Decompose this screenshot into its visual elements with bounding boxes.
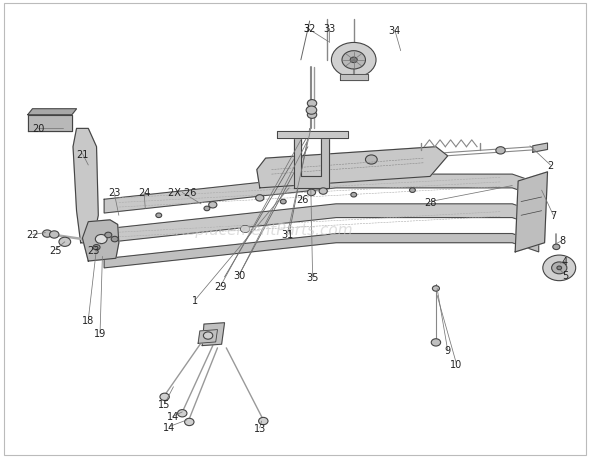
Circle shape xyxy=(280,200,286,204)
Circle shape xyxy=(307,190,316,196)
Polygon shape xyxy=(28,110,77,116)
Polygon shape xyxy=(198,330,218,343)
Circle shape xyxy=(209,202,217,208)
Circle shape xyxy=(240,226,250,233)
Text: 14: 14 xyxy=(167,412,179,421)
Text: 8: 8 xyxy=(559,236,565,246)
Text: 4: 4 xyxy=(562,257,568,266)
Text: 5: 5 xyxy=(562,270,568,280)
Polygon shape xyxy=(202,323,225,346)
Polygon shape xyxy=(340,75,368,81)
Circle shape xyxy=(156,213,162,218)
Polygon shape xyxy=(73,129,99,244)
Text: 33: 33 xyxy=(323,24,335,34)
Text: 29: 29 xyxy=(214,281,227,291)
Text: 15: 15 xyxy=(159,399,171,409)
Circle shape xyxy=(557,267,562,270)
Circle shape xyxy=(105,233,112,238)
Text: 13: 13 xyxy=(254,423,266,433)
Polygon shape xyxy=(257,147,448,189)
Polygon shape xyxy=(104,204,539,243)
Text: 28: 28 xyxy=(424,197,436,207)
Text: 9: 9 xyxy=(445,346,451,355)
Circle shape xyxy=(204,332,213,340)
Circle shape xyxy=(111,237,118,242)
Circle shape xyxy=(332,43,376,78)
Text: 2X 26: 2X 26 xyxy=(168,188,196,198)
Polygon shape xyxy=(515,173,548,252)
Text: 26: 26 xyxy=(296,195,308,205)
Circle shape xyxy=(178,410,187,417)
Circle shape xyxy=(185,419,194,425)
Text: 3: 3 xyxy=(304,24,310,34)
Text: 23: 23 xyxy=(108,188,120,198)
Text: 23: 23 xyxy=(87,245,100,255)
Circle shape xyxy=(342,51,365,70)
Polygon shape xyxy=(533,144,548,153)
Circle shape xyxy=(409,189,415,193)
Polygon shape xyxy=(83,220,119,262)
Text: 14: 14 xyxy=(163,422,175,431)
Text: 2: 2 xyxy=(548,161,553,171)
Polygon shape xyxy=(28,116,72,131)
Text: 21: 21 xyxy=(76,149,88,159)
Text: 35: 35 xyxy=(306,272,319,282)
Text: 25: 25 xyxy=(49,245,62,255)
Polygon shape xyxy=(104,175,539,213)
Text: 7: 7 xyxy=(550,211,556,221)
Text: 34: 34 xyxy=(389,26,401,36)
Circle shape xyxy=(496,147,505,155)
Circle shape xyxy=(552,263,567,274)
Circle shape xyxy=(255,195,264,202)
Circle shape xyxy=(307,101,317,108)
Circle shape xyxy=(351,193,357,197)
Circle shape xyxy=(204,207,210,211)
Circle shape xyxy=(553,245,560,250)
Circle shape xyxy=(258,418,268,425)
Circle shape xyxy=(59,238,71,247)
Circle shape xyxy=(50,231,59,239)
Text: 32: 32 xyxy=(303,24,316,34)
Circle shape xyxy=(431,339,441,346)
Circle shape xyxy=(365,156,377,165)
Text: 20: 20 xyxy=(32,124,45,134)
Polygon shape xyxy=(277,131,348,138)
Text: 19: 19 xyxy=(94,329,106,338)
Circle shape xyxy=(543,256,576,281)
Circle shape xyxy=(42,230,52,238)
Text: 24: 24 xyxy=(138,188,150,198)
Circle shape xyxy=(432,286,440,291)
Text: 18: 18 xyxy=(82,315,94,325)
Circle shape xyxy=(319,189,327,195)
Circle shape xyxy=(96,235,107,244)
Circle shape xyxy=(307,112,317,119)
Text: 1: 1 xyxy=(192,295,198,305)
Polygon shape xyxy=(294,138,329,189)
Polygon shape xyxy=(104,234,539,268)
Text: 10: 10 xyxy=(450,359,463,369)
Text: 22: 22 xyxy=(27,230,39,240)
Text: 31: 31 xyxy=(281,229,293,239)
Text: eReplacementParts.com: eReplacementParts.com xyxy=(166,222,353,237)
Circle shape xyxy=(93,245,100,251)
Circle shape xyxy=(350,58,358,63)
Text: 30: 30 xyxy=(233,270,245,280)
Circle shape xyxy=(306,107,317,115)
Circle shape xyxy=(160,393,169,401)
